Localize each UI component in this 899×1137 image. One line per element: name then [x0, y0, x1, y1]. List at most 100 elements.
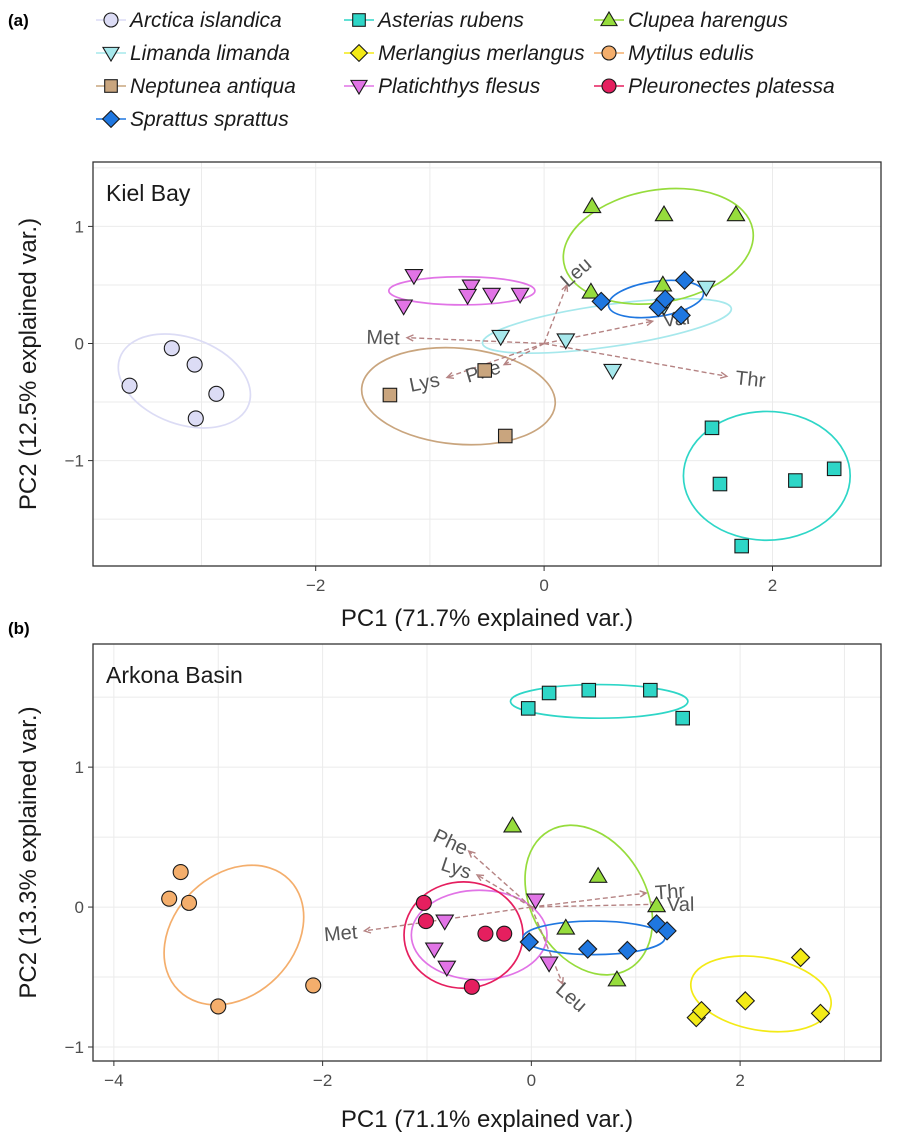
point-mytilus-edulis: [172, 864, 189, 881]
legend-label: Arctica islandica: [128, 9, 282, 32]
legend-label: Platichthys flesus: [378, 75, 541, 98]
point-pleuronectes-platessa: [463, 978, 480, 995]
series-clupea-harengus: [581, 196, 746, 299]
point-clupea-harengus: [502, 816, 523, 833]
point-asterias-rubens: [826, 461, 842, 477]
point-limanda-limanda: [696, 280, 716, 298]
loading-arrow-leu: [543, 284, 568, 344]
point-asterias-rubens: [675, 710, 690, 726]
plot-background: [93, 644, 881, 1061]
point-asterias-rubens: [520, 701, 536, 716]
legend-label: Asterias rubens: [376, 9, 524, 32]
point-asterias-rubens: [712, 476, 728, 492]
legend-label: Neptunea antiqua: [130, 75, 296, 98]
panel-border: [92, 161, 882, 567]
point-arctica-islandica: [208, 385, 225, 402]
point-clupea-harengus: [607, 970, 627, 987]
x-axis-title: PC1 (71.1% explained var.): [341, 1106, 633, 1133]
x-tick-label: 2: [768, 576, 777, 595]
loading-arrow-phe: [468, 850, 532, 908]
legend-marker: [101, 109, 121, 129]
point-sprattus-sprattus: [591, 291, 611, 312]
site-title: Kiel Bay: [106, 180, 191, 206]
point-platichthys-flesus: [525, 893, 546, 910]
legend-item-mytilus-edulis: Mytilus edulis: [594, 42, 755, 65]
legend-marker: [104, 79, 118, 93]
point-platichthys-flesus: [461, 279, 481, 296]
point-platichthys-flesus: [437, 960, 457, 977]
legend-label: Merlangius merlangus: [378, 42, 585, 65]
point-platichthys-flesus: [394, 299, 414, 316]
loading-arrowhead: [445, 372, 455, 379]
point-sprattus-sprattus: [657, 921, 677, 941]
series-platichthys-flesus: [424, 893, 559, 977]
point-sprattus-sprattus: [577, 939, 598, 959]
loading-arrowhead: [645, 318, 655, 327]
ellipse-arctica-islandica: [117, 333, 252, 429]
point-arctica-islandica: [121, 377, 138, 394]
x-tick-label: −4: [104, 1071, 123, 1090]
point-platichthys-flesus: [539, 956, 559, 973]
point-mytilus-edulis: [161, 890, 178, 907]
y-tick-label: 1: [75, 758, 84, 777]
loading-arrow-leu: [530, 906, 564, 985]
legend-item-pleuronectes-platessa: Pleuronectes platessa: [594, 75, 835, 98]
ellipse-asterias-rubens: [682, 410, 852, 542]
ellipse-asterias-rubens: [509, 683, 689, 720]
panel-border: [92, 643, 882, 1062]
legend-marker: [352, 13, 366, 27]
x-tick-label: 0: [539, 576, 548, 595]
loading-arrowhead: [362, 926, 372, 934]
ellipse-merlangius-merlangus: [689, 955, 833, 1033]
ticks: −4 −2 0 2 −1 0 1: [65, 758, 745, 1090]
loading-arrowhead: [561, 283, 569, 292]
legend-marker: [349, 43, 369, 63]
point-arctica-islandica: [186, 356, 203, 373]
loading-arrow-thr: [531, 892, 647, 908]
loading-arrow-thr: [543, 342, 727, 377]
point-neptunea-antiqua: [477, 363, 493, 378]
loading-label-thr: Thr: [654, 880, 686, 904]
point-clupea-harengus: [654, 204, 674, 222]
point-sprattus-sprattus: [671, 305, 691, 326]
point-pleuronectes-platessa: [477, 925, 494, 942]
x-tick-label: 2: [735, 1071, 744, 1090]
loading-label-met: Met: [323, 921, 359, 946]
point-limanda-limanda: [556, 333, 576, 350]
point-clupea-harengus: [647, 895, 667, 913]
site-title: Arkona Basin: [106, 662, 243, 688]
point-clupea-harengus: [653, 275, 673, 292]
series-asterias-rubens: [704, 420, 842, 554]
panel-b-tag: (b): [8, 619, 30, 638]
loading-arrow-lys: [446, 342, 545, 379]
loading-label-thr: Thr: [734, 367, 767, 392]
point-arctica-islandica: [163, 340, 180, 357]
point-merlangius-merlangus: [790, 947, 811, 968]
point-clupea-harengus: [556, 918, 576, 935]
series-pleuronectes-platessa: [415, 894, 513, 995]
point-sprattus-sprattus: [617, 940, 638, 961]
y-axis-title: PC2 (13.3% explained var.): [15, 706, 42, 998]
point-platichthys-flesus: [435, 914, 455, 931]
loading-arrowhead: [557, 977, 564, 986]
loading-arrow-val: [531, 903, 657, 908]
legend-label: Limanda limanda: [130, 42, 290, 65]
point-clupea-harengus: [588, 866, 608, 883]
legend-label: Clupea harengus: [628, 9, 788, 32]
loading-arrowhead: [467, 850, 476, 858]
ellipse-platichthys-flesus: [410, 889, 548, 981]
loading-arrowhead: [639, 890, 648, 898]
series-neptunea-antiqua: [382, 363, 513, 444]
legend-label: Mytilus edulis: [628, 42, 755, 65]
loading-arrow-lys: [476, 874, 532, 908]
point-asterias-rubens: [643, 682, 658, 698]
y-tick-label: −1: [65, 452, 84, 471]
ticks: −2 0 2 −1 0 1: [65, 217, 778, 595]
x-tick-label: 0: [527, 1071, 536, 1090]
point-asterias-rubens: [788, 473, 803, 488]
ellipses: [163, 683, 833, 1033]
legend-marker: [103, 12, 119, 28]
x-tick-label: −2: [306, 576, 325, 595]
